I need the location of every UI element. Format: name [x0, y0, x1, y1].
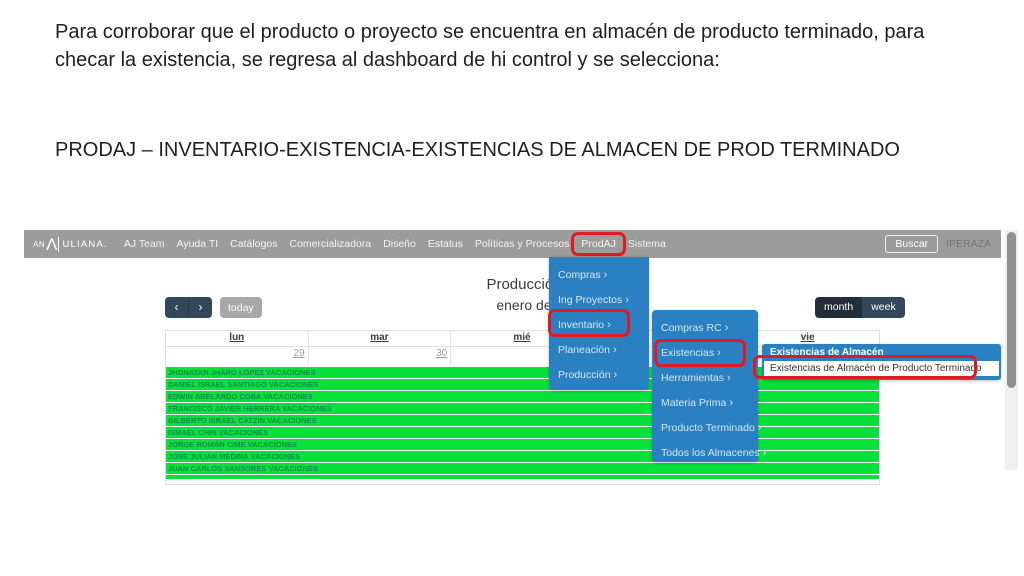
logo-text-an: AN [33, 239, 46, 249]
submenu-arrow-icon: › [613, 369, 618, 381]
username-menu[interactable]: IPERAZA [946, 238, 991, 250]
month-view-button[interactable]: month [815, 297, 863, 318]
event-row-vacation[interactable]: FRANCISCO JAVIER HERRERA VACACIONES [166, 403, 879, 414]
calendar-title-line1: Producción [486, 276, 562, 293]
slide-instruction-text: Para corroborar que el producto o proyec… [55, 21, 925, 71]
menu-item-inventario[interactable]: Inventario › [549, 313, 649, 338]
event-row-vacation[interactable]: ISMAEL CHIN VACACIONES [166, 427, 879, 438]
inventario-submenu: Compras RC › Existencias › Herramientas › M… [652, 310, 766, 462]
menu-item-planeacion-label: Planeación [558, 344, 610, 356]
menu-item-materia-prima[interactable]: Materia Prima › [652, 391, 758, 416]
view-toggle: month week [815, 297, 905, 318]
nav-item-estatus[interactable]: Estatus [427, 238, 463, 250]
menu-item-compras-rc[interactable]: Compras RC › [652, 316, 758, 341]
event-row-vacation[interactable]: JHONATAN JHARO LOPEZ VACACIONES [166, 367, 879, 378]
nav-item-ayuda-ti[interactable]: Ayuda TI [176, 238, 219, 250]
nav-item-aj-team[interactable]: AJ Team [123, 238, 165, 250]
logo-divider [58, 236, 60, 252]
date-cell-lun: 29 [166, 347, 309, 365]
nav-item-sistema[interactable]: Sistema [627, 238, 666, 250]
menu-item-ing-proyectos-label: Ing Proyectos [558, 294, 623, 306]
submenu-arrow-icon: › [717, 347, 721, 359]
event-row-partial[interactable] [166, 475, 879, 479]
submenu-arrow-icon: › [729, 397, 734, 409]
submenu-arrow-icon: › [724, 322, 729, 334]
calendar-title-line2: enero de [496, 297, 552, 313]
weekday-vie-link[interactable]: vie [800, 332, 815, 343]
menu-item-existencias-label: Existencias [661, 347, 715, 359]
menu-item-materia-prima-label: Materia Prima [661, 397, 727, 409]
nav-item-politicas[interactable]: Políticas y Procesos [474, 238, 570, 250]
calendar-prev-next-buttons: ‹ › [165, 297, 212, 318]
calendar-grid: lun mar mié vie 29 30 JHONATAN JHARO LOP… [165, 330, 880, 485]
prodaj-dropdown-menu: Compras › Ing Proyectos › Inventario › Plan… [549, 257, 649, 390]
weekday-mie-link[interactable]: mié [513, 332, 531, 343]
submenu-arrow-icon: › [625, 294, 629, 306]
next-arrow-icon[interactable]: › [198, 300, 203, 314]
nav-item-prodaj[interactable]: ProdAJ [571, 232, 626, 256]
event-row-vacation[interactable]: JOSE JULIAN MEDINA VACACIONES [166, 451, 879, 462]
date-cell-mar: 30 [309, 347, 452, 365]
nav-item-diseno[interactable]: Diseño [383, 238, 416, 250]
vacation-event-list: JHONATAN JHARO LOPEZ VACACIONES DANIEL I… [166, 365, 879, 484]
weekday-lun: lun [166, 331, 309, 346]
scrollbar-thumb[interactable] [1007, 232, 1016, 388]
menu-item-existencias[interactable]: Existencias › [652, 341, 758, 366]
event-row-vacation[interactable]: JUAN CARLOS SANSORES VACACIONES [166, 463, 879, 474]
menu-item-todos-almacenes[interactable]: Todos los Almacenes › [652, 441, 766, 466]
week-view-button[interactable]: week [862, 297, 905, 318]
nav-item-catalogos[interactable]: Catálogos [230, 238, 278, 250]
submenu-arrow-icon: › [762, 447, 767, 459]
submenu-arrow-icon: › [727, 372, 731, 384]
menu-item-existencias-almacen[interactable]: Existencias de Almacén [770, 347, 884, 358]
slide-menu-path-text: PRODAJ – INVENTARIO-EXISTENCIA-EXISTENCI… [55, 139, 900, 161]
today-button[interactable]: today [220, 297, 262, 318]
top-navbar: AN Λ ULIANA. AJ Team Ayuda TI Catálogos … [24, 230, 1001, 258]
menu-item-planeacion[interactable]: Planeación › [549, 338, 649, 363]
event-row-vacation[interactable]: GILBERTO ISRAEL CATZIN VACACIONES [166, 415, 879, 426]
menu-item-existencias-prod-terminado[interactable]: Existencias de Almacén de Producto Termi… [764, 361, 999, 376]
menu-item-ing-proyectos[interactable]: Ing Proyectos › [549, 288, 649, 313]
weekday-vie: vie [736, 331, 879, 346]
submenu-arrow-icon: › [612, 344, 617, 356]
menu-item-compras-label: Compras [558, 269, 601, 281]
event-row-vacation[interactable]: JORGE ROMÁN CIME VACACIONES [166, 439, 879, 450]
date-29-link[interactable]: 29 [293, 348, 305, 359]
logo-lambda-icon: Λ [46, 234, 58, 254]
logo-text-uliana: ULIANA. [62, 238, 108, 250]
menu-item-producto-terminado[interactable]: Producto Terminado › [652, 416, 761, 441]
prev-arrow-icon[interactable]: ‹ [165, 297, 189, 318]
calendar-title: Producción enero de [404, 276, 644, 313]
app-screenshot: AN Λ ULIANA. AJ Team Ayuda TI Catálogos … [24, 230, 1018, 485]
nav-item-comercializadora[interactable]: Comercializadora [289, 238, 372, 250]
weekday-mar: mar [309, 331, 452, 346]
weekday-lun-link[interactable]: lun [229, 332, 245, 343]
existencias-flyout: Existencias de Almacén Existencias de Al… [762, 344, 1001, 380]
event-row-vacation[interactable]: DANIEL ISRAEL SANTIAGO VACACIONES [166, 379, 879, 390]
submenu-arrow-icon: › [757, 422, 762, 434]
brand-logo[interactable]: AN Λ ULIANA. [33, 236, 108, 253]
menu-item-compras[interactable]: Compras › [549, 263, 649, 288]
search-button[interactable]: Buscar [885, 235, 939, 253]
event-row-vacation[interactable]: EDWIN ABELARDO COBA VACACIONES [166, 391, 879, 402]
scrollbar-track[interactable] [1005, 230, 1018, 470]
submenu-arrow-icon: › [607, 319, 611, 331]
menu-item-herramientas[interactable]: Herramientas › [652, 366, 758, 391]
menu-item-inventario-label: Inventario [558, 319, 605, 331]
weekday-mar-link[interactable]: mar [370, 332, 389, 343]
date-30-link[interactable]: 30 [436, 348, 448, 359]
menu-item-produccion[interactable]: Producción › [549, 363, 649, 388]
menu-item-produccion-label: Producción [558, 369, 611, 381]
menu-item-herramientas-label: Herramientas [661, 372, 725, 384]
menu-item-compras-rc-label: Compras RC [661, 322, 722, 334]
menu-item-todos-almacenes-label: Todos los Almacenes [661, 447, 760, 459]
nav-item-prodaj-label: ProdAJ [581, 238, 616, 250]
menu-item-producto-terminado-label: Producto Terminado [661, 422, 755, 434]
submenu-arrow-icon: › [603, 269, 608, 281]
